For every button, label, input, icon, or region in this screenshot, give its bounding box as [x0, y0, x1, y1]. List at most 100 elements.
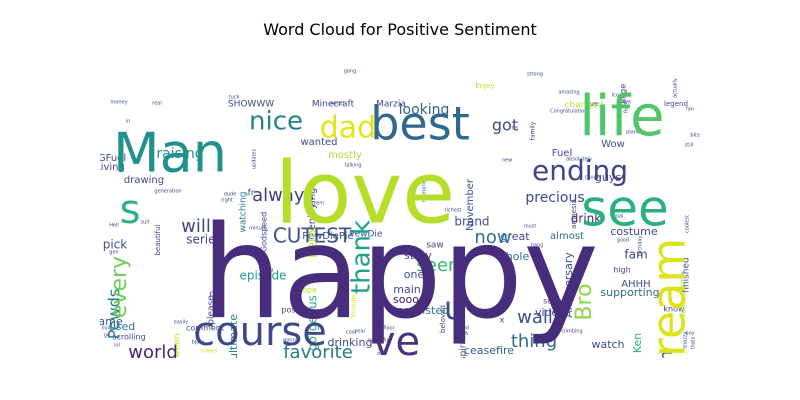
word-living: Living [100, 162, 125, 173]
word-got: got [492, 116, 518, 135]
word-whole: whole [497, 250, 530, 263]
word-dude: dude [224, 192, 237, 198]
word-will: will [181, 216, 211, 237]
word-real: real [152, 101, 161, 107]
word-livin: livin [102, 326, 112, 332]
word-actually: actually [673, 78, 679, 98]
word-looking: looking [399, 102, 450, 118]
word-ultimate: ultimate [227, 314, 240, 358]
word-yea: yea [264, 268, 273, 274]
word-gonna: gonna [283, 338, 299, 344]
word-wanted: wanted [300, 137, 337, 148]
word-makes: makes [201, 349, 218, 355]
word-seen: seen [417, 255, 460, 276]
word-ve: ve [372, 319, 420, 358]
word-consisted: consisted [397, 304, 449, 317]
word-boy: boy [685, 331, 694, 337]
word-good: good [617, 238, 629, 244]
word-gang: gang [344, 69, 357, 75]
word-school: school [543, 297, 569, 306]
word-precious: precious [525, 190, 584, 206]
word-man: Man [113, 122, 227, 185]
word-brand: brand [454, 215, 489, 229]
word-1yr: 1yr [232, 248, 246, 257]
word-one: one [404, 268, 425, 281]
word-showww: SHOWWW [228, 100, 274, 110]
word-thing: thing [511, 331, 557, 352]
word-raising: raising [156, 146, 203, 162]
word-see: see [581, 180, 669, 238]
word-life: life [579, 84, 664, 149]
word-couple: couple [585, 175, 602, 181]
word-every: every [107, 256, 132, 318]
word-supporting: supporting [600, 286, 659, 299]
word-goal: goal [613, 214, 624, 220]
word-changed: changed [565, 101, 604, 111]
word-finished: finished [682, 257, 692, 293]
word-suit: suit [140, 220, 149, 226]
word-hell: Hell [109, 223, 119, 229]
word-money: money [110, 100, 127, 106]
word-sooo: sooo [393, 293, 419, 306]
word-dad: dad [320, 111, 376, 146]
word-halloween: Halloween [173, 334, 183, 358]
word-know: know [663, 305, 685, 314]
word-episode: episode [240, 269, 287, 283]
word-strong: strong [527, 72, 543, 78]
word-scrolling: scrolling [112, 333, 145, 342]
word-thats: thats [691, 336, 697, 349]
word-high: high [613, 266, 630, 275]
word-cutest: CUTEST [273, 224, 352, 248]
word-bro: Bro [572, 283, 597, 320]
word-iconic: Iconic [612, 93, 627, 99]
word-inspiring: inspiring [459, 331, 469, 358]
word-enjoying: enjoying [307, 188, 318, 231]
word-amnesia: amnesia [570, 199, 578, 229]
word-drawing: drawing [124, 175, 164, 186]
word-anniversary: Anniversary [562, 252, 575, 318]
word-great: great [500, 230, 530, 243]
word-watch: watch [591, 338, 624, 351]
word-fr: fr [248, 189, 255, 199]
word-mostly: mostly [328, 150, 362, 161]
word-pick: pick [103, 238, 128, 252]
word-talking: talking [344, 163, 361, 169]
word-gfuel: GFuel [100, 153, 126, 164]
word-felix: Felix [305, 226, 321, 258]
word-post: post [281, 306, 298, 315]
word-fan: fan [686, 107, 694, 113]
word-beloved: beloved [439, 305, 447, 333]
word-always: always [252, 185, 314, 206]
word-used: used [109, 320, 135, 333]
word-best: best [370, 97, 470, 151]
word-lol: lol [114, 343, 120, 349]
word-yearsszzz: Yearsszzz [679, 280, 688, 319]
word-in: in [126, 119, 131, 125]
word-favorite: favorite [283, 342, 353, 358]
word-saw: saw [426, 241, 444, 251]
word-hang: hang [531, 243, 544, 249]
word-marzia: Marzia [376, 100, 406, 110]
word-sweet: sweet [330, 101, 345, 107]
word-birthday: birthday [638, 235, 644, 256]
word-new: new [502, 158, 512, 164]
word-gorgeous: gorgeous [306, 295, 320, 351]
word-let: let [512, 126, 518, 132]
word-series: series [186, 233, 222, 247]
word-cloud: let new coolest absolutely couple goal richest… [100, 47, 700, 358]
word-fuel: Fuel [552, 148, 572, 159]
word-hope: hope [297, 286, 317, 295]
word-please: please [207, 295, 217, 325]
word-fam: fam [624, 248, 647, 262]
word-updates: updates [252, 149, 258, 170]
word-ending: ending [532, 154, 628, 187]
word-year: year [354, 329, 366, 335]
word-ken: Ken [631, 333, 644, 353]
word-cloud-canvas: let new coolest absolutely couple goal richest… [100, 69, 700, 359]
word-ceasefire: ceasefire [464, 344, 514, 357]
word-wall: wall [517, 307, 553, 328]
word-wow: Wow [601, 139, 625, 150]
word-ruck: Ruck [624, 101, 630, 113]
word-live: live [586, 100, 598, 108]
